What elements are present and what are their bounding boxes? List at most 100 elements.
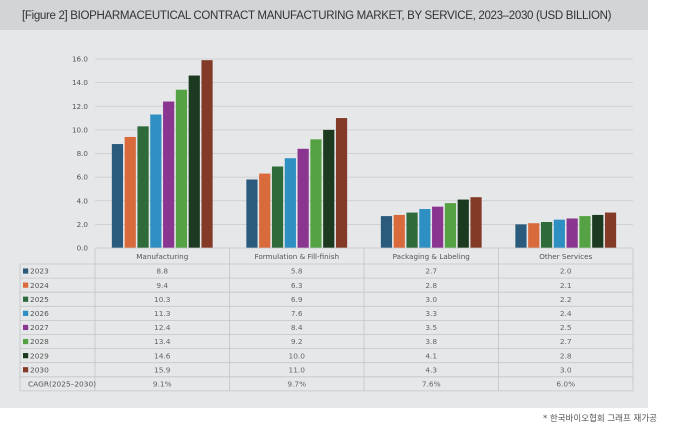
- legend-label-2025: 2025: [30, 295, 49, 304]
- cagr-value: 9.7%: [287, 379, 306, 388]
- table-cell-value: 12.4: [154, 323, 171, 332]
- y-tick-label: 6.0: [77, 173, 89, 182]
- bar-2030-0: [201, 60, 213, 249]
- table-cell-value: 3.5: [425, 323, 437, 332]
- table-cell-value: 9.2: [291, 337, 303, 346]
- bar-2024-1: [259, 173, 271, 248]
- bar-2030-2: [470, 197, 482, 248]
- table-cell-value: 2.4: [560, 309, 572, 318]
- table-cell-value: 6.3: [291, 281, 303, 290]
- bar-2028-0: [175, 89, 188, 249]
- table-cell-value: 8.4: [291, 323, 303, 332]
- bar-2025-2: [406, 212, 418, 248]
- category-label: Manufacturing: [136, 252, 188, 261]
- bar-2025-3: [540, 222, 553, 248]
- bar-2026-2: [419, 209, 431, 248]
- bar-2028-1: [310, 139, 322, 248]
- bar-2024-0: [124, 136, 136, 248]
- legend-swatch-2028: [23, 338, 29, 345]
- table-cell-value: 2.7: [560, 337, 572, 346]
- y-tick-label: 8.0: [77, 149, 89, 158]
- legend-swatch-2027: [23, 324, 29, 331]
- y-tick-label: 2.0: [77, 220, 89, 229]
- figure-title: [Figure 2] BIOPHARMACEUTICAL CONTRACT MA…: [22, 8, 612, 22]
- bar-2023-1: [246, 179, 258, 248]
- table-cell-value: 2.1: [560, 281, 572, 290]
- cagr-value: 9.1%: [153, 379, 172, 388]
- source-footnote: * 한국바이오협회 그래프 재가공: [542, 414, 657, 424]
- legend-swatch-2023: [23, 268, 29, 274]
- bar-2025-1: [271, 166, 284, 248]
- bar-2027-0: [163, 101, 175, 249]
- table-cell-value: 11.3: [154, 309, 171, 318]
- table-cell-value: 7.6: [291, 309, 303, 318]
- bar-2023-2: [380, 216, 393, 248]
- bar-2027-1: [297, 148, 309, 248]
- bar-2027-3: [566, 218, 578, 248]
- figure-title-bar: [Figure 2] BIOPHARMACEUTICAL CONTRACT MA…: [0, 0, 648, 30]
- table-cell-value: 3.0: [425, 295, 437, 304]
- table-cell-value: 2.8: [560, 351, 572, 360]
- bar-2028-2: [444, 203, 457, 248]
- legend-label-2023: 2023: [30, 267, 49, 276]
- table-cell-value: 11.0: [289, 365, 306, 374]
- table-cell-value: 8.8: [156, 267, 168, 276]
- y-tick-label: 14.0: [72, 78, 88, 87]
- legend-swatch-2025: [23, 296, 29, 302]
- bar-2030-1: [335, 118, 348, 248]
- table-cell-value: 4.3: [425, 365, 437, 374]
- table-cell-value: 3.8: [425, 337, 437, 346]
- legend-swatch-2030: [23, 367, 29, 373]
- y-tick-label: 12.0: [72, 102, 88, 111]
- y-tick-label: 16.0: [72, 55, 88, 64]
- cagr-label: CAGR(2025–2030): [28, 379, 96, 388]
- legend-label-2028: 2028: [30, 337, 49, 346]
- legend-label-2029: 2029: [30, 351, 49, 360]
- table-cell-value: 3.3: [425, 309, 437, 318]
- bar-2028-3: [579, 216, 591, 248]
- table-cell-value: 2.2: [560, 295, 572, 304]
- bar-2029-2: [457, 199, 469, 248]
- table-cell-value: 10.3: [154, 295, 171, 304]
- category-label: Formulation & Fill-finish: [254, 252, 339, 261]
- category-label: Packaging & Labeling: [393, 252, 470, 261]
- table-cell-value: 10.0: [289, 351, 306, 360]
- table-cell-value: 14.6: [154, 351, 171, 360]
- legend-swatch-2029: [23, 353, 29, 359]
- table-cell-value: 4.1: [425, 351, 437, 360]
- bar-2026-1: [284, 158, 296, 248]
- bar-2029-0: [188, 75, 200, 248]
- legend-label-2026: 2026: [30, 309, 49, 318]
- legend-swatch-2026: [23, 310, 29, 316]
- bar-2029-3: [592, 214, 604, 248]
- table-cell-value: 2.0: [560, 267, 572, 276]
- bar-2023-0: [111, 144, 124, 248]
- bar-2030-3: [604, 212, 617, 248]
- bar-2027-2: [432, 206, 444, 248]
- bar-2026-3: [553, 219, 565, 248]
- legend-label-2027: 2027: [30, 323, 49, 332]
- cagr-value: 6.0%: [556, 379, 575, 388]
- bar-2024-3: [528, 223, 540, 248]
- y-tick-label: 4.0: [77, 196, 89, 205]
- bar-2025-0: [137, 126, 149, 248]
- table-cell-value: 2.5: [560, 323, 572, 332]
- category-label: Other Services: [539, 252, 592, 261]
- table-cell-value: 15.9: [154, 365, 171, 374]
- table-cell-value: 5.8: [291, 267, 303, 276]
- legend-swatch-2024: [23, 282, 29, 288]
- y-tick-label: 0.0: [77, 244, 89, 253]
- table-cell-value: 13.4: [154, 337, 171, 346]
- table-cell-value: 2.8: [425, 281, 437, 290]
- table-cell-value: 6.9: [291, 295, 303, 304]
- table-cell-value: 9.4: [156, 281, 168, 290]
- bar-2024-2: [393, 214, 405, 248]
- bar-2029-1: [323, 129, 335, 248]
- bar-2023-3: [515, 224, 527, 248]
- table-cell-value: 3.0: [560, 365, 572, 374]
- legend-label-2024: 2024: [30, 281, 49, 290]
- legend-label-2030: 2030: [30, 365, 49, 374]
- cagr-value: 7.6%: [422, 379, 441, 388]
- bar-2026-0: [150, 114, 162, 248]
